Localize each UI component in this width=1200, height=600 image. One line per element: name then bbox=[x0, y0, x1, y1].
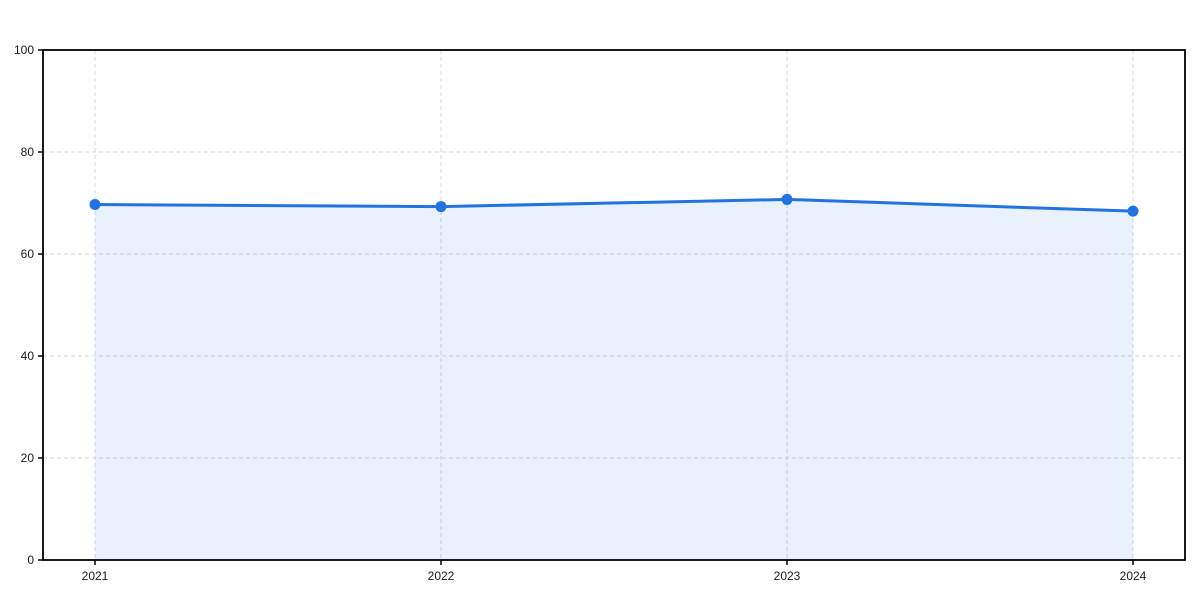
data-point-2021 bbox=[89, 199, 101, 211]
data-point-2023 bbox=[781, 193, 793, 205]
area-fill bbox=[95, 199, 1133, 560]
y-tick-label: 80 bbox=[21, 145, 35, 159]
trend-line bbox=[93, 197, 1135, 213]
x-tick-label: 2021 bbox=[82, 569, 109, 583]
data-point-2024 bbox=[1127, 205, 1139, 217]
y-tick-label: 40 bbox=[21, 349, 35, 363]
y-tick-label: 20 bbox=[21, 451, 35, 465]
x-tick-label: 2022 bbox=[428, 569, 455, 583]
y-tick-label: 0 bbox=[27, 553, 34, 567]
data-point-2022 bbox=[435, 201, 447, 213]
y-tick-label: 60 bbox=[21, 247, 35, 261]
y-tick-label: 100 bbox=[14, 43, 34, 57]
plot-border bbox=[42, 49, 1186, 561]
x-tick-label: 2024 bbox=[1120, 569, 1147, 583]
x-tick-label: 2023 bbox=[774, 569, 801, 583]
plot-background bbox=[43, 50, 1185, 560]
